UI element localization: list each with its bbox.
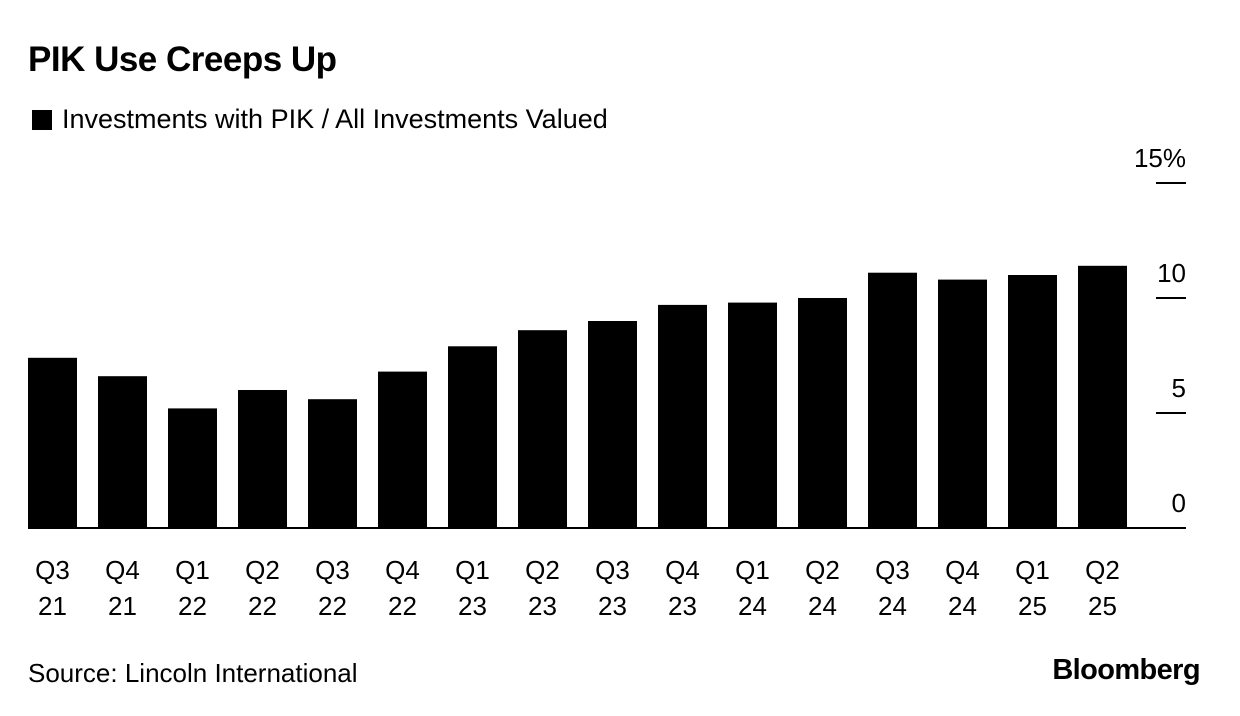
x-axis-labels: Q3 21 Q4 21 Q1 22 Q2 22 Q3 22 Q4 22 Q1 23 Q2 23 Q3 23 Q4 23…: [35, 555, 1120, 621]
x-tick-label: Q1 22: [175, 555, 210, 621]
x-tick-label: Q3 24: [875, 555, 910, 621]
x-tick-label: Q2 25: [1085, 555, 1120, 621]
y-tick-label: 10: [1157, 258, 1186, 288]
bar-q2-24: [798, 298, 847, 528]
y-tick-label: 5: [1172, 373, 1186, 403]
x-tick-label: Q4 22: [385, 555, 420, 621]
bar-q3-23: [588, 321, 637, 528]
bar-q3-22: [308, 399, 357, 528]
x-tick-label: Q3 23: [595, 555, 630, 621]
x-tick-label: Q3 21: [35, 555, 70, 621]
bloomberg-logo: Bloomberg: [1052, 654, 1200, 686]
bar-q2-25: [1078, 265, 1127, 528]
legend-swatch: [32, 109, 52, 130]
bar-q4-23: [658, 304, 707, 528]
x-tick-label: Q3 22: [315, 555, 350, 621]
x-tick-label: Q4 24: [945, 555, 980, 621]
x-tick-label: Q1 23: [455, 555, 490, 621]
bar-q3-21: [28, 357, 77, 528]
bar-q4-24: [938, 279, 987, 528]
x-tick-label: Q1 25: [1015, 555, 1050, 621]
bar-q2-22: [238, 390, 287, 528]
bar-q4-21: [98, 376, 147, 528]
y-tick-label: 0: [1172, 488, 1186, 518]
x-tick-label: Q2 24: [805, 555, 840, 621]
x-tick-label: Q4 23: [665, 555, 700, 621]
x-tick-label: Q2 23: [525, 555, 560, 621]
bar-q1-22: [168, 408, 217, 528]
legend-label: Investments with PIK / All Investments V…: [62, 104, 608, 134]
bar-q1-24: [728, 302, 777, 528]
y-tick-label: 15%: [1134, 143, 1186, 173]
chart-title: PIK Use Creeps Up: [28, 40, 337, 79]
bar-q1-25: [1008, 275, 1057, 528]
bar-q4-22: [378, 371, 427, 528]
legend: Investments with PIK / All Investments V…: [32, 104, 608, 135]
bar-q2-23: [518, 330, 567, 528]
bar-q1-23: [448, 346, 497, 528]
x-tick-label: Q4 21: [105, 555, 140, 621]
bars-group: [28, 265, 1127, 528]
bar-q3-24: [868, 272, 917, 528]
x-tick-label: Q1 24: [735, 555, 770, 621]
x-tick-label: Q2 22: [245, 555, 280, 621]
y-axis: 0 5 10 15%: [1134, 143, 1186, 518]
source-note: Source: Lincoln International: [28, 658, 358, 688]
